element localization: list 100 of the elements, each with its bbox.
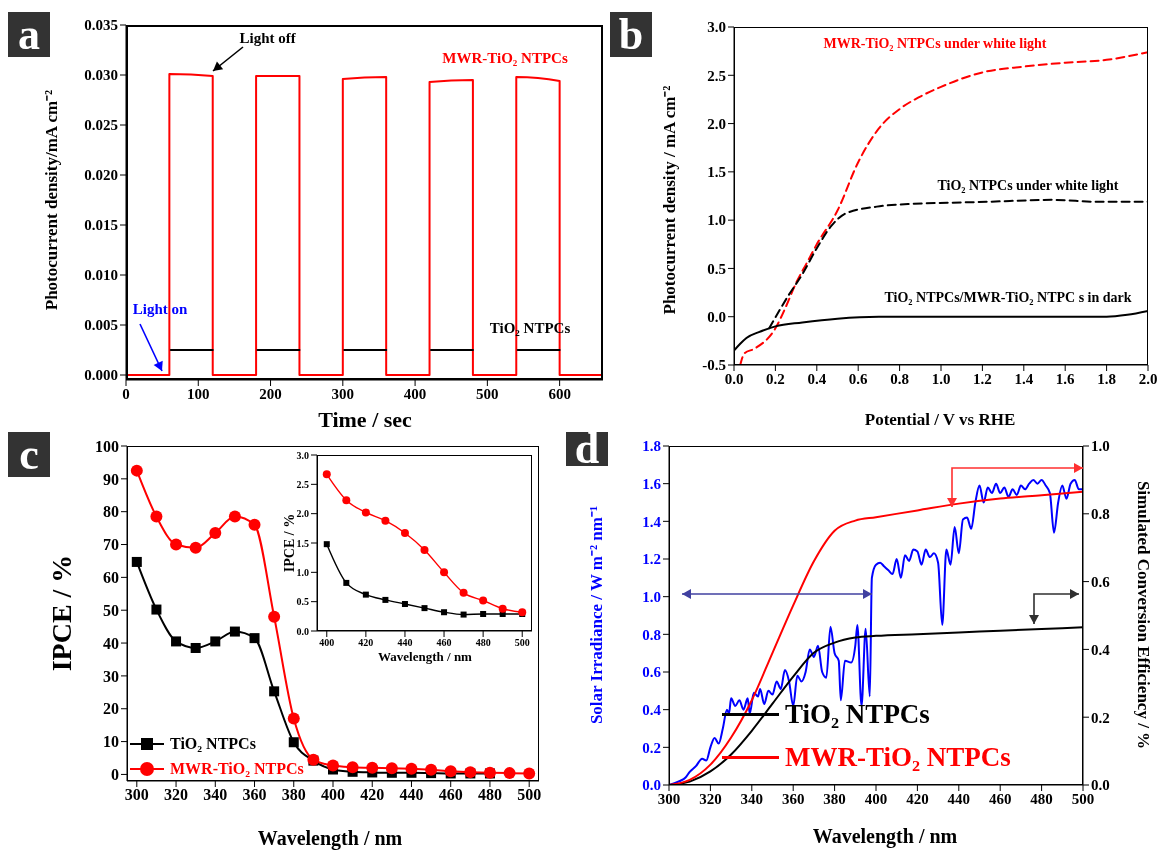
legend-label: TiO₂ NTPCs <box>785 699 930 731</box>
y-tick-label: 1.5 <box>707 164 726 181</box>
y-tick-label: 0.0 <box>296 625 309 637</box>
x-tick-label: 200 <box>259 385 282 402</box>
y-tick-label: 50 <box>103 601 119 619</box>
x-tick-label: 480 <box>1030 790 1053 807</box>
x-tick-label: 500 <box>1071 790 1095 807</box>
annotation: Light on <box>132 300 188 318</box>
y2-tick-label: 0.6 <box>1091 573 1111 590</box>
y-tick-label: 1.0 <box>642 588 661 605</box>
x-tick-label: 360 <box>781 790 805 807</box>
x-tick-label: 480 <box>475 637 491 649</box>
x-tick-label: 420 <box>906 790 929 807</box>
x-tick-label: 460 <box>436 637 452 649</box>
y-tick-label: 90 <box>103 470 119 488</box>
y-tick-label: 0.000 <box>84 367 118 384</box>
x-tick-label: 440 <box>397 637 413 649</box>
y-tick-label: 1.8 <box>642 438 661 455</box>
x-tick-label: 440 <box>399 786 424 804</box>
y-tick-label: 70 <box>103 536 119 554</box>
x-tick-label: 460 <box>438 786 463 804</box>
chart-title: c <box>8 430 50 479</box>
x-tick-label: 300 <box>124 786 149 804</box>
y-tick-label: 2.5 <box>296 478 309 490</box>
x-axis-title: Time / sec <box>318 407 412 433</box>
y-tick-label: 1.0 <box>707 212 726 229</box>
y-tick-label: 2.5 <box>707 67 726 84</box>
y-tick-label: 0 <box>111 766 119 784</box>
x-tick-label: 0.0 <box>724 370 744 387</box>
chart-title: d <box>573 424 601 473</box>
x-tick-label: 400 <box>319 637 335 649</box>
x-tick-label: 1.2 <box>973 370 992 387</box>
legend-label: MWR-TiO₂ NTPCs <box>170 760 304 779</box>
x-tick-label: 600 <box>548 385 571 402</box>
x-tick-label: 320 <box>164 786 189 804</box>
x-tick-label: 380 <box>823 790 846 807</box>
x-tick-label: 100 <box>187 385 210 402</box>
y-tick-label: 2.0 <box>707 115 726 132</box>
y-tick-label: 0.0 <box>707 309 726 326</box>
x-tick-label: 400 <box>403 385 427 402</box>
legend-label: TiO₂ NTPCs <box>170 734 256 753</box>
y-tick-label: 0.4 <box>642 701 662 718</box>
y-tick-label: 0.030 <box>84 67 118 84</box>
x-axis-title: Potential / V vs RHE <box>864 410 1016 430</box>
x-tick-label: 480 <box>477 786 502 804</box>
y-axis-title: Photocurrent density/mA cm⁻² <box>40 89 62 311</box>
x-tick-label: 340 <box>203 786 228 804</box>
x-tick-label: 400 <box>321 786 345 804</box>
y-tick-label: 20 <box>103 700 119 718</box>
y-axis-title: Solar Irradiance / W m⁻² nm⁻¹ <box>585 505 607 725</box>
x-tick-label: 400 <box>864 790 888 807</box>
x-tick-label: 320 <box>699 790 722 807</box>
x-tick-label: 1.4 <box>1014 370 1034 387</box>
x-tick-label: 1.0 <box>931 370 951 387</box>
x-axis-title: Wavelength / nm <box>378 649 472 665</box>
y-tick-label: 1.0 <box>296 566 309 578</box>
y-tick-label: 80 <box>103 503 119 521</box>
y2-tick-label: 1.0 <box>1091 438 1110 455</box>
series-label: TiO₂ NTPCs under white light <box>937 178 1119 194</box>
x-tick-label: 300 <box>657 790 681 807</box>
annotation: Light off <box>239 29 296 47</box>
x-tick-label: 0.6 <box>848 370 869 387</box>
y-tick-label: 0.005 <box>84 317 118 334</box>
y2-tick-label: 0.2 <box>1091 709 1110 726</box>
y-tick-label: 2.0 <box>296 508 309 520</box>
x-tick-label: 0.2 <box>766 370 785 387</box>
x-tick-label: 500 <box>517 786 542 804</box>
y-tick-label: 3.0 <box>296 449 309 461</box>
x-tick-label: 300 <box>331 385 355 402</box>
y-tick-label: -0.5 <box>702 357 726 374</box>
x-tick-label: 2.0 <box>1138 370 1158 387</box>
x-tick-label: 500 <box>514 637 530 649</box>
x-tick-label: 360 <box>242 786 267 804</box>
x-axis-title: Wavelength / nm <box>257 826 403 850</box>
x-tick-label: 340 <box>740 790 764 807</box>
y-axis-title: IPCE / % <box>282 513 297 573</box>
y-tick-label: 0.5 <box>707 260 726 277</box>
chart-title: a <box>8 10 50 59</box>
y-tick-label: 0.035 <box>84 17 118 34</box>
y-tick-label: 0.015 <box>84 217 118 234</box>
y-tick-label: 30 <box>103 667 119 685</box>
series-label: MWR-TiO₂ NTPCs <box>442 49 568 67</box>
y-tick-label: 10 <box>103 733 119 751</box>
y-tick-label: 40 <box>103 634 119 652</box>
y-tick-label: 1.5 <box>296 537 309 549</box>
y-axis-title: Photocurrent density / mA cm⁻² <box>658 85 680 315</box>
y-tick-label: 1.2 <box>642 551 661 568</box>
y-tick-label: 60 <box>103 569 119 587</box>
y-tick-label: 0.025 <box>84 117 118 134</box>
y-tick-label: 1.6 <box>642 475 662 492</box>
y-tick-label: 0.6 <box>642 664 662 681</box>
y-tick-label: 100 <box>95 437 119 455</box>
x-tick-label: 460 <box>988 790 1012 807</box>
y-tick-label: 0.010 <box>84 267 118 284</box>
chart-title: b <box>610 10 652 59</box>
y2-tick-label: 0.8 <box>1091 506 1110 523</box>
x-tick-label: 420 <box>360 786 385 804</box>
y-tick-label: 0.5 <box>296 596 309 608</box>
series-label: MWR-TiO₂ NTPCs under white light <box>823 36 1047 52</box>
x-tick-label: 0.8 <box>890 370 909 387</box>
